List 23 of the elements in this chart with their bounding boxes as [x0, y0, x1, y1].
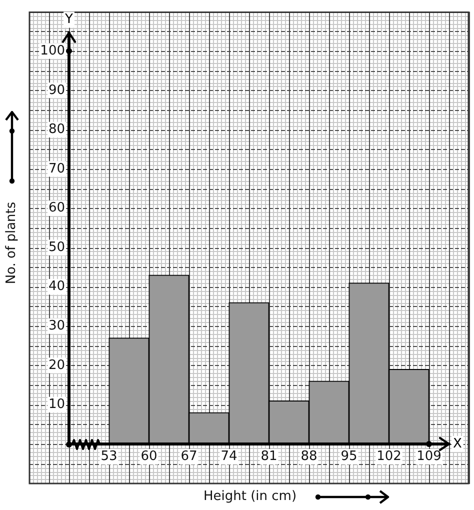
y-axis-title: No. of plants [4, 202, 20, 284]
y-tick-label: 100 [40, 43, 65, 58]
y-tick-label: 80 [48, 122, 65, 138]
y-tick-label: 20 [48, 358, 65, 373]
x-tick-label: 102 [376, 449, 402, 464]
x-tick-label: 95 [340, 449, 358, 464]
y-tick-label: 70 [48, 161, 65, 176]
x-tick-label: 74 [220, 449, 238, 464]
annotation: X [453, 436, 462, 452]
y-tick-label: 40 [48, 279, 65, 294]
y-tick-label: 90 [48, 82, 65, 98]
y-tick-label: 10 [48, 397, 65, 412]
x-tick-label: 109 [416, 449, 442, 464]
y-tick-label: 50 [48, 240, 65, 255]
x-tick-label: 67 [180, 449, 198, 464]
x-axis-title: Height (in cm) [203, 489, 297, 505]
x-tick-label: 53 [100, 449, 118, 464]
annotation: Y [64, 12, 74, 28]
x-tick-label: 88 [300, 449, 318, 464]
y-tick-label: 60 [48, 200, 65, 216]
x-tick-label: 81 [260, 449, 278, 464]
x-tick-label: 60 [140, 449, 158, 464]
y-tick-label: 30 [48, 318, 65, 334]
